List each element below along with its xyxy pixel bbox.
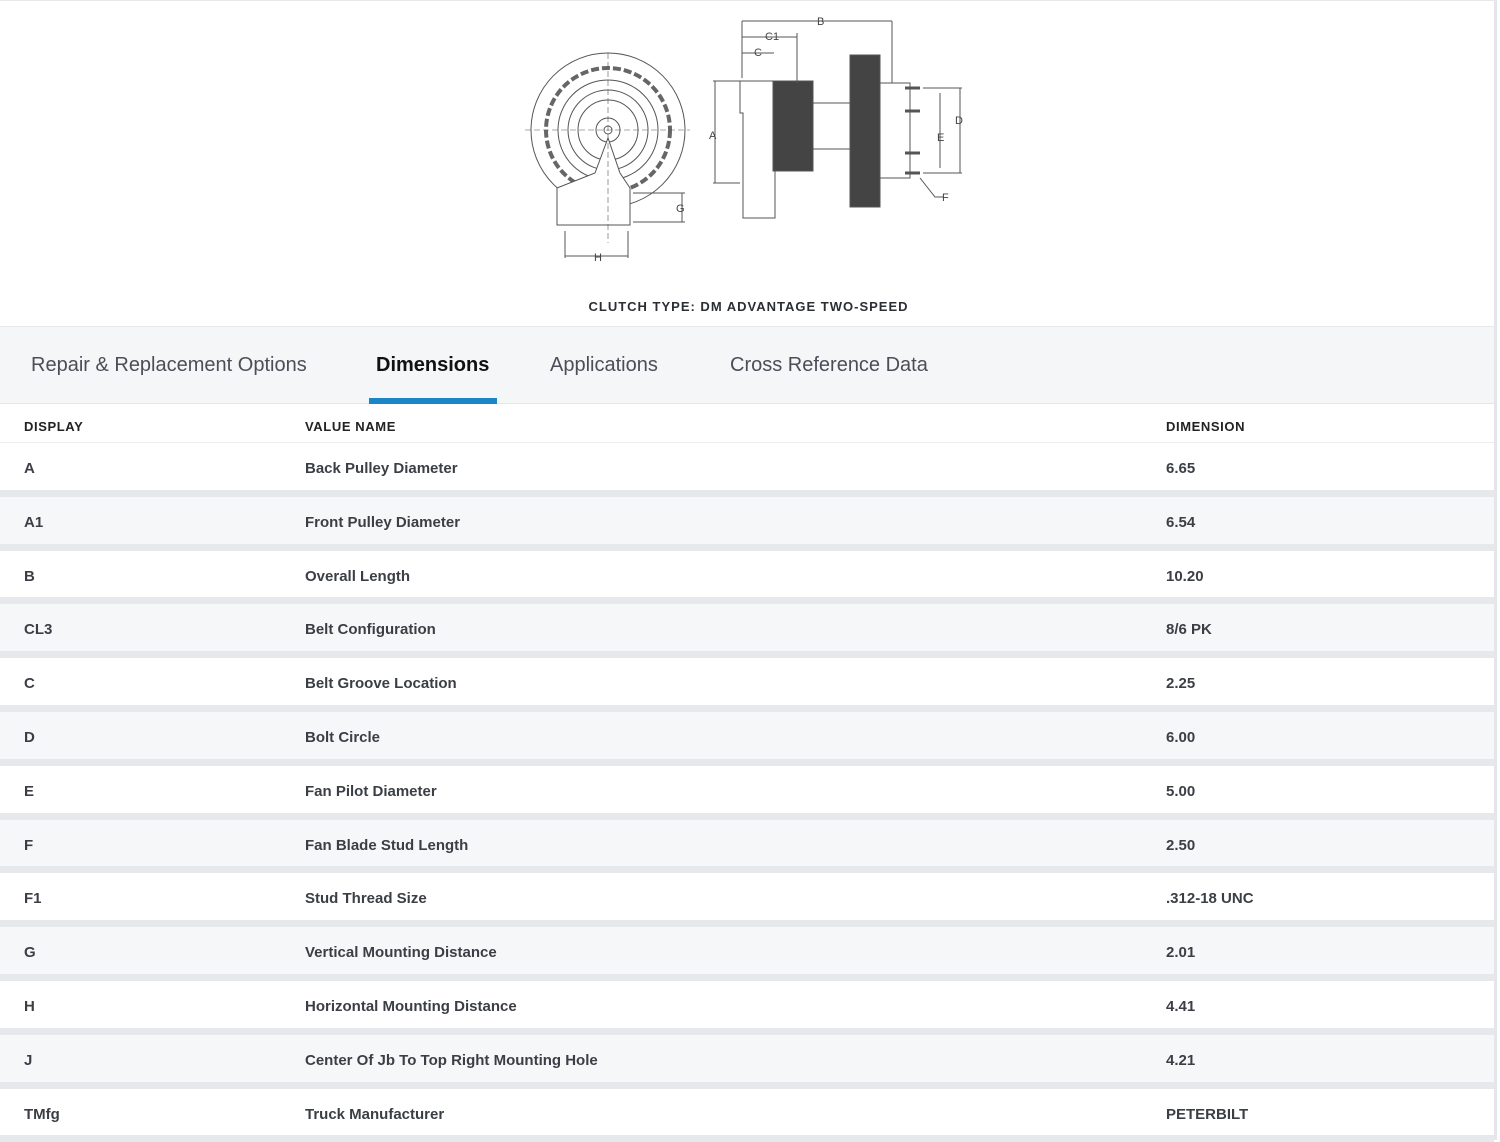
cell-value-name: Fan Blade Stud Length: [305, 836, 469, 854]
cell-dimension: 5.00: [1166, 782, 1196, 800]
table-row: G Vertical Mounting Distance 2.01: [0, 927, 1494, 981]
cell-dimension: 6.54: [1166, 513, 1196, 531]
cell-display: D: [24, 728, 35, 746]
tab-bar: Repair & Replacement Options Dimensions …: [0, 326, 1494, 404]
cell-display: H: [24, 997, 35, 1015]
cell-value-name: Belt Configuration: [305, 621, 436, 639]
cell-display: F: [24, 836, 34, 854]
header-display: DISPLAY: [24, 419, 84, 434]
table-row: A1 Front Pulley Diameter 6.54: [0, 496, 1494, 551]
table-header: DISPLAY VALUE NAME DIMENSION: [0, 404, 1494, 443]
label-e: E: [937, 132, 944, 144]
table-row: F Fan Blade Stud Length 2.50: [0, 819, 1494, 874]
cell-display: CL3: [24, 621, 53, 639]
tab-repair-replacement-options[interactable]: Repair & Replacement Options: [31, 354, 307, 376]
table-row: D Bolt Circle 6.00: [0, 711, 1494, 766]
product-figure: B C1 C A D E F G H CLUTCH TYPE: DM ADVAN…: [0, 1, 1494, 326]
cell-dimension: 10.20: [1166, 567, 1204, 585]
cell-display: G: [24, 944, 36, 962]
table-row: A Back Pulley Diameter 6.65: [0, 443, 1494, 497]
tab-dimensions[interactable]: Dimensions: [368, 327, 498, 404]
cell-dimension: 4.21: [1166, 1051, 1196, 1069]
table-row: E Fan Pilot Diameter 5.00: [0, 765, 1494, 820]
table-row: H Horizontal Mounting Distance 4.41: [0, 980, 1494, 1035]
label-c1: C1: [765, 31, 779, 43]
cell-value-name: Overall Length: [305, 567, 411, 585]
cell-display: A: [24, 460, 35, 477]
label-h: H: [594, 252, 602, 264]
table-row: C Belt Groove Location 2.25: [0, 658, 1494, 712]
tab-applications[interactable]: Applications: [550, 354, 658, 376]
cell-display: C: [24, 675, 35, 693]
header-dimension: DIMENSION: [1166, 419, 1246, 434]
cell-dimension: 6.00: [1166, 728, 1196, 746]
table-row: F1 Stud Thread Size .312-18 UNC: [0, 873, 1494, 928]
clutch-dimension-diagram: B C1 C A D E F G H: [525, 16, 963, 264]
cell-dimension: 2.50: [1166, 836, 1196, 854]
label-c: C: [754, 47, 762, 59]
cell-display: J: [24, 1051, 33, 1069]
dimensions-table-body: A Back Pulley Diameter 6.65 A1 Front Pulley …: [0, 443, 1494, 1142]
cell-dimension: 2.25: [1166, 675, 1196, 693]
cell-value-name: Belt Groove Location: [305, 675, 457, 693]
label-a: A: [709, 130, 717, 142]
cell-value-name: Center Of Jb To Top Right Mounting Hole: [305, 1051, 598, 1069]
cell-value-name: Front Pulley Diameter: [305, 513, 461, 531]
cell-display: E: [24, 782, 35, 800]
cell-value-name: Bolt Circle: [305, 728, 381, 746]
cell-value-name: Vertical Mounting Distance: [305, 944, 497, 962]
cell-display: TMfg: [24, 1105, 60, 1123]
cell-display: F1: [24, 890, 42, 908]
label-d: D: [955, 115, 963, 127]
cell-dimension: 2.01: [1166, 944, 1196, 962]
cell-dimension: PETERBILT: [1166, 1105, 1249, 1123]
table-row: J Center Of Jb To Top Right Mounting Hole…: [0, 1034, 1494, 1089]
label-f: F: [942, 192, 949, 204]
cell-value-name: Truck Manufacturer: [305, 1105, 445, 1123]
header-value-name: VALUE NAME: [305, 419, 396, 434]
cell-value-name: Back Pulley Diameter: [305, 460, 458, 477]
cell-dimension: 6.65: [1166, 460, 1196, 477]
cell-value-name: Stud Thread Size: [305, 890, 427, 908]
clutch-type-caption: CLUTCH TYPE: DM ADVANTAGE TWO-SPEED: [588, 299, 909, 314]
cell-display: B: [24, 567, 35, 585]
tab-cross-reference-data[interactable]: Cross Reference Data: [730, 354, 928, 376]
label-g: G: [676, 203, 685, 215]
cell-dimension: 8/6 PK: [1166, 621, 1212, 639]
cell-dimension: 4.41: [1166, 997, 1196, 1015]
cell-dimension: .312-18 UNC: [1166, 890, 1254, 908]
cell-value-name: Horizontal Mounting Distance: [305, 997, 517, 1015]
cell-display: A1: [24, 513, 44, 531]
table-row: B Overall Length 10.20: [0, 550, 1494, 605]
cell-value-name: Fan Pilot Diameter: [305, 782, 437, 800]
table-row: TMfg Truck Manufacturer PETERBILT: [0, 1088, 1494, 1142]
table-row: CL3 Belt Configuration 8/6 PK: [0, 604, 1494, 659]
label-b: B: [817, 16, 824, 28]
